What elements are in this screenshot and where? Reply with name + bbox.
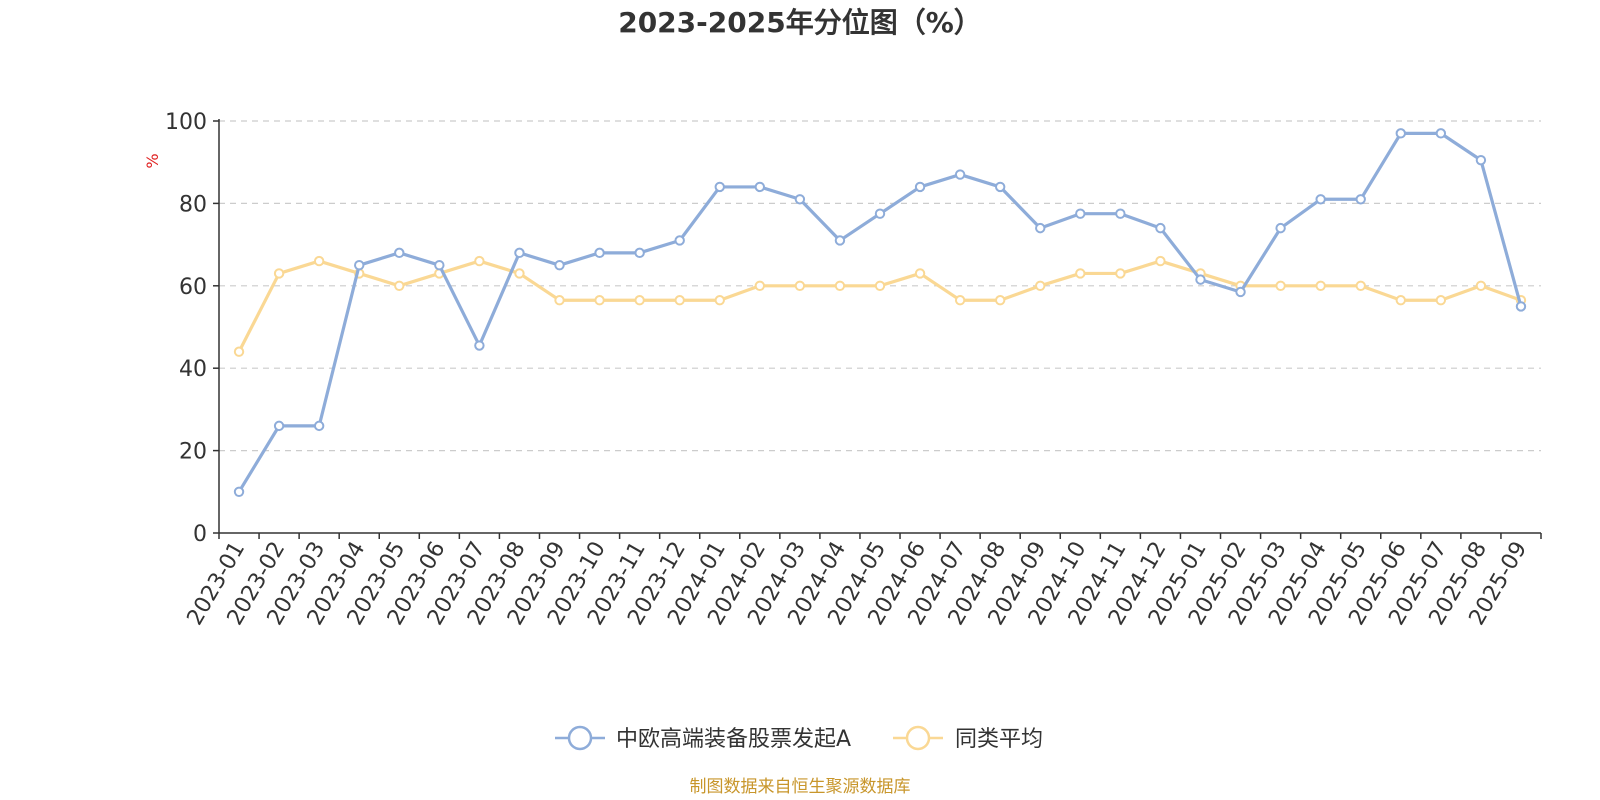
data-point[interactable] — [1355, 280, 1366, 291]
legend-marker — [567, 725, 593, 751]
y-tick-label: 20 — [179, 440, 207, 465]
data-point[interactable] — [233, 346, 245, 357]
legend-label: 同类平均 — [955, 727, 1043, 752]
legend-item-1[interactable]: 同类平均 — [893, 725, 1043, 752]
data-point[interactable] — [1115, 208, 1126, 219]
series-1 — [233, 255, 1527, 357]
data-point[interactable] — [874, 280, 886, 291]
y-tick-label: 100 — [165, 110, 207, 135]
data-point[interactable] — [1035, 280, 1046, 291]
data-point[interactable] — [794, 280, 806, 291]
y-axis-ticks: 0 20 40 60 80 100 — [165, 110, 219, 547]
data-point[interactable] — [313, 420, 325, 432]
data-point[interactable] — [754, 280, 766, 291]
series-layer — [233, 128, 1527, 497]
data-point[interactable] — [554, 260, 565, 271]
data-point[interactable] — [1395, 128, 1406, 139]
data-point[interactable] — [1395, 295, 1406, 306]
data-point[interactable] — [273, 268, 285, 279]
source-note: 制图数据来自恒生聚源数据库 — [690, 777, 911, 797]
chart-title: 2023-2025年分位图（%） — [618, 6, 982, 39]
data-point[interactable] — [1435, 295, 1447, 306]
data-point[interactable] — [1475, 154, 1487, 166]
data-point[interactable] — [1075, 268, 1086, 279]
data-point[interactable] — [514, 247, 525, 259]
data-point[interactable] — [1035, 222, 1046, 234]
data-point[interactable] — [1515, 301, 1527, 312]
data-point[interactable] — [954, 295, 966, 306]
data-point[interactable] — [1355, 194, 1366, 205]
data-point[interactable] — [1155, 222, 1166, 234]
data-point[interactable] — [834, 235, 846, 246]
data-point[interactable] — [1275, 222, 1286, 234]
axes — [218, 119, 1541, 534]
legend-item-0[interactable]: 中欧高端装备股票发起A — [555, 725, 851, 752]
series-line — [237, 131, 1523, 493]
data-point[interactable] — [514, 268, 525, 279]
legend-label: 中欧高端装备股票发起A — [616, 727, 851, 752]
data-point[interactable] — [714, 181, 725, 193]
legend: 中欧高端装备股票发起A 同类平均 — [555, 725, 1043, 752]
data-point[interactable] — [674, 295, 685, 306]
data-point[interactable] — [1315, 280, 1326, 291]
data-point[interactable] — [1155, 255, 1166, 267]
y-tick-label: 60 — [179, 275, 207, 300]
data-point[interactable] — [233, 486, 245, 497]
series-line — [237, 259, 1522, 353]
data-point[interactable] — [1275, 280, 1286, 291]
data-point[interactable] — [834, 280, 846, 291]
data-point[interactable] — [994, 295, 1006, 306]
data-point[interactable] — [313, 255, 325, 267]
data-point[interactable] — [594, 295, 605, 306]
data-point[interactable] — [554, 295, 565, 306]
data-point[interactable] — [1235, 286, 1246, 298]
data-point[interactable] — [394, 280, 405, 291]
data-point[interactable] — [874, 208, 886, 219]
data-point[interactable] — [1075, 208, 1086, 219]
y-tick-label: 40 — [179, 357, 207, 382]
data-point[interactable] — [474, 255, 485, 267]
data-point[interactable] — [634, 247, 645, 259]
data-point[interactable] — [954, 169, 966, 180]
data-point[interactable] — [1435, 128, 1447, 139]
data-point[interactable] — [273, 420, 285, 432]
data-point[interactable] — [394, 247, 405, 259]
data-point[interactable] — [994, 181, 1006, 193]
data-point[interactable] — [594, 247, 605, 259]
data-point[interactable] — [474, 340, 485, 351]
data-point[interactable] — [354, 260, 365, 271]
data-point[interactable] — [1195, 274, 1206, 285]
legend-marker — [905, 725, 931, 751]
data-point[interactable] — [434, 260, 445, 271]
y-axis-unit: % — [143, 153, 162, 168]
data-point[interactable] — [754, 181, 766, 193]
data-point[interactable] — [1475, 280, 1487, 291]
data-point[interactable] — [914, 181, 926, 193]
data-point[interactable] — [1115, 268, 1126, 279]
data-point[interactable] — [634, 295, 645, 306]
data-point[interactable] — [714, 295, 725, 306]
data-point[interactable] — [794, 194, 806, 205]
data-point[interactable] — [1315, 194, 1326, 205]
data-point[interactable] — [674, 235, 685, 246]
y-tick-label: 80 — [179, 192, 207, 217]
series-0 — [233, 128, 1527, 497]
y-tick-label: 0 — [193, 522, 207, 547]
x-axis-ticks: 2023-012023-022023-032023-042023-052023-… — [183, 533, 1542, 630]
data-point[interactable] — [914, 268, 926, 279]
